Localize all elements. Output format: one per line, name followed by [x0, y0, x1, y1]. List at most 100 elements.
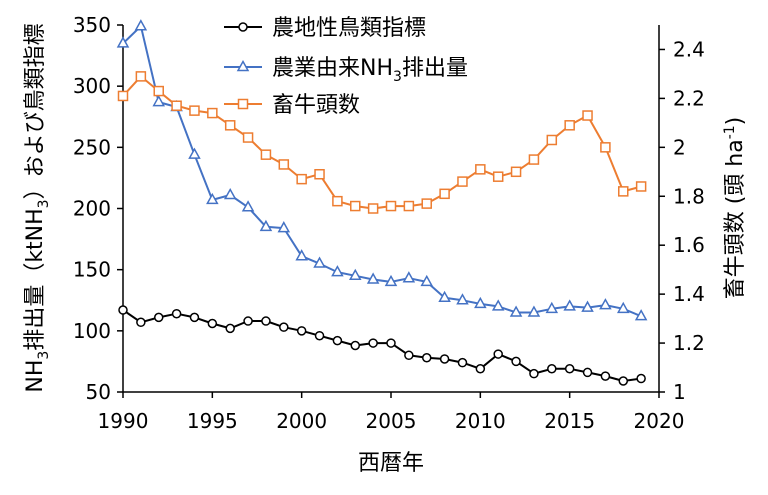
data-point-triangle	[366, 272, 380, 284]
data-point-triangle	[474, 296, 487, 309]
data-point-circle	[511, 356, 521, 367]
y-left-tick-label: 250	[73, 135, 111, 159]
data-point-circle	[332, 335, 343, 346]
data-point-triangle	[348, 268, 362, 281]
x-tick-label: 1990	[98, 409, 149, 433]
x-tick-label: 2015	[544, 409, 595, 433]
data-point-square	[332, 195, 343, 207]
legend-nh3-part1: 農業由来NH	[272, 56, 393, 81]
y-right-part3: )	[723, 117, 748, 126]
data-point-circle	[618, 376, 629, 386]
data-point-circle	[493, 349, 503, 359]
y-right-tick-label: 2.4	[673, 37, 705, 61]
data-point-circle	[279, 322, 289, 332]
data-point-square	[260, 149, 272, 160]
x-tick-label: 2000	[276, 409, 327, 433]
data-point-square	[117, 90, 129, 102]
data-point-triangle	[420, 274, 434, 287]
data-point-circle	[350, 340, 361, 351]
legend-nh3-sub3: 3	[393, 69, 402, 85]
data-point-triangle	[634, 309, 648, 321]
y-left-sub3b: 3	[36, 199, 52, 208]
data-point-square	[546, 134, 558, 146]
legend-label-bird: 農地性鳥類指標	[272, 16, 426, 41]
data-point-circle	[582, 367, 593, 378]
y-left-sub3a: 3	[36, 351, 52, 360]
legend-label-nh3: 農業由来NH3排出量	[272, 56, 468, 85]
legend-marker-cattle	[237, 98, 249, 110]
y-left-tick-label: 300	[73, 74, 111, 98]
y-left-tick-label: 150	[73, 258, 111, 282]
data-point-square	[600, 142, 611, 153]
data-point-triangle	[134, 19, 148, 31]
data-point-triangle	[313, 256, 326, 268]
x-tick-label: 2005	[366, 409, 417, 433]
y-left-tick-label: 350	[73, 13, 111, 37]
data-point-square	[385, 200, 397, 212]
y-left-tick-label: 100	[73, 319, 111, 343]
y-left-part1: NH	[23, 360, 48, 393]
data-point-circle	[153, 312, 164, 323]
data-point-square	[314, 168, 325, 180]
y-right-tick-label: 1.8	[673, 184, 705, 208]
data-point-square	[618, 186, 629, 197]
data-point-square	[278, 159, 290, 170]
legend: 農地性鳥類指標 農業由来NH3排出量 畜牛頭数	[224, 16, 468, 118]
y-left-tick-label: 200	[73, 197, 111, 221]
data-point-circle	[225, 323, 235, 334]
data-point-triangle	[223, 187, 237, 200]
data-point-square	[224, 120, 236, 131]
y-left-tick-label: 50	[86, 380, 111, 404]
data-point-triangle	[456, 293, 469, 305]
y-right-tick-label: 2.2	[673, 86, 705, 110]
data-point-triangle	[563, 299, 576, 311]
y-right-sup: -1	[722, 125, 738, 139]
data-point-triangle	[581, 300, 594, 312]
y-axis-left-title: NH3排出量（ktNH3）および鳥類指標	[23, 23, 52, 392]
data-point-circle	[207, 318, 218, 329]
data-point-triangle	[599, 298, 612, 310]
data-point-circle	[600, 371, 611, 381]
data-point-triangle	[491, 299, 505, 311]
data-point-circle	[243, 316, 253, 326]
data-point-triangle	[545, 301, 559, 314]
data-point-square	[635, 181, 647, 192]
y-axis-right-title: 畜牛頭数 (頭 ha-1)	[722, 117, 748, 300]
data-point-circle	[261, 316, 271, 326]
data-point-triangle	[616, 301, 630, 314]
data-point-circle	[475, 364, 486, 374]
data-point-square	[242, 132, 254, 143]
x-tick-label: 1995	[187, 409, 238, 433]
data-point-circle	[547, 364, 557, 374]
data-point-circle	[136, 317, 146, 328]
data-point-triangle	[241, 200, 255, 212]
y-right-tick-label: 1.6	[673, 233, 705, 257]
series-line-2	[122, 75, 642, 210]
data-point-circle	[118, 305, 128, 315]
y-right-tick-label: 2	[673, 135, 686, 159]
data-point-square	[189, 105, 200, 116]
data-point-square	[350, 200, 361, 212]
data-point-circle	[439, 354, 450, 364]
data-point-circle	[171, 308, 182, 319]
data-point-square	[492, 171, 504, 182]
data-point-square	[153, 85, 164, 97]
data-point-triangle	[527, 305, 541, 317]
data-point-circle	[457, 357, 468, 368]
data-point-circle	[189, 312, 200, 323]
data-point-square	[457, 176, 468, 187]
data-point-triangle	[295, 249, 308, 261]
series-line-0	[122, 309, 642, 382]
x-tick-label: 2010	[455, 409, 506, 433]
data-point-circle	[564, 364, 575, 374]
data-point-triangle	[509, 305, 523, 317]
data-point-circle	[636, 373, 646, 384]
data-point-square	[421, 198, 432, 209]
data-point-triangle	[438, 290, 451, 303]
data-point-square	[582, 110, 593, 121]
data-point-circle	[529, 368, 539, 379]
y-left-part3: 排出量（ktNH	[23, 208, 48, 350]
data-point-square	[296, 173, 307, 185]
data-point-square	[171, 100, 182, 111]
